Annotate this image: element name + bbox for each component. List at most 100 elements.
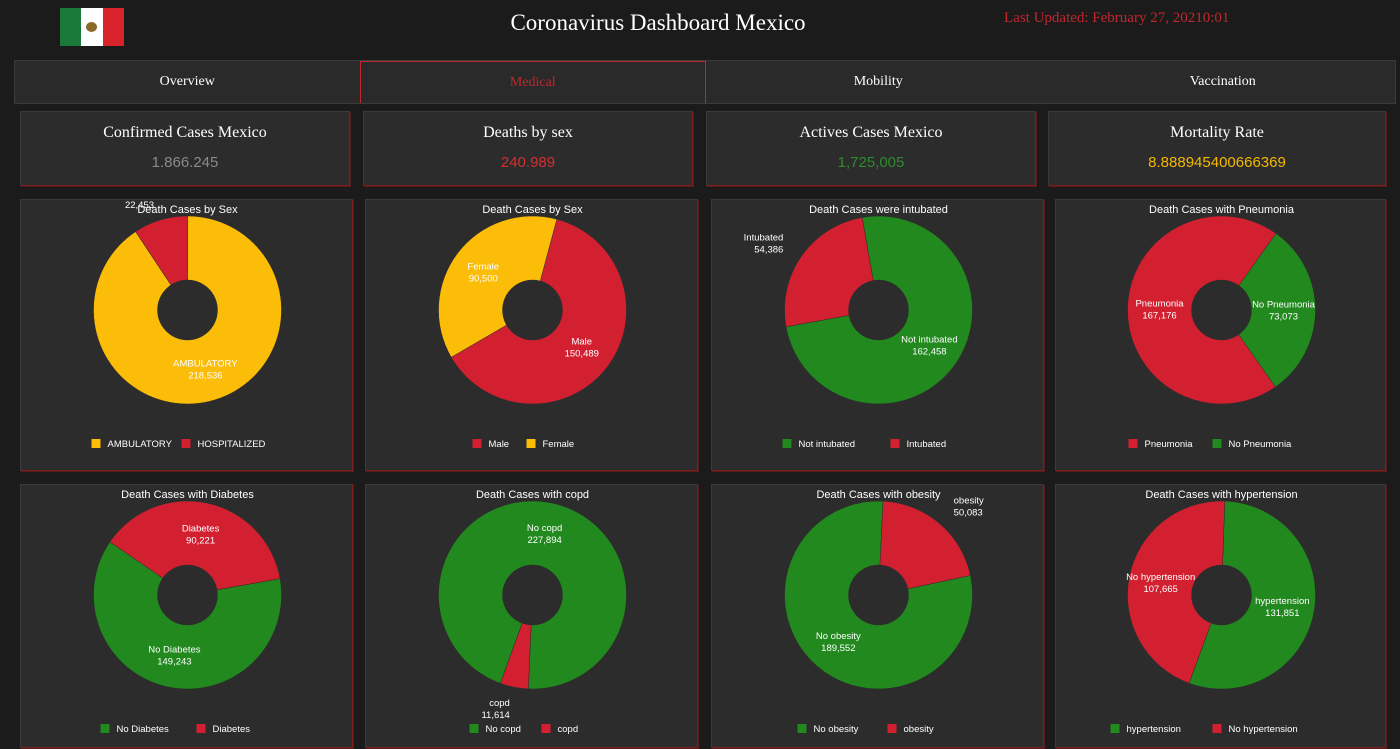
slice-value: 131,851	[1265, 608, 1299, 619]
legend-label: hypertension	[1127, 724, 1181, 735]
chart-title: Death Cases with Diabetes	[121, 489, 254, 501]
slice-value: 227,894	[527, 535, 561, 546]
chart-title: Death Cases by Sex	[482, 204, 583, 216]
slice-value: 167,176	[1142, 311, 1176, 322]
kpi-value: 1.866.245	[151, 154, 219, 171]
donut-chart: Death Cases by SexAMBULATORY218,536HOSPI…	[91, 200, 282, 450]
slice-value: 73,073	[1269, 311, 1298, 322]
legend-swatch	[469, 724, 479, 733]
legend-swatch	[181, 439, 191, 448]
legend-label: No hypertension	[1229, 724, 1298, 735]
pie-slice	[109, 500, 281, 591]
tab-overview[interactable]: Overview	[159, 74, 215, 89]
pie-slice	[1188, 500, 1316, 690]
donut-chart: Death Cases with hypertension hypertensio…	[1110, 489, 1316, 735]
chart-title: Death Cases were intubated	[809, 204, 948, 216]
legend-swatch	[91, 439, 101, 448]
legend-swatch	[1128, 439, 1138, 448]
legend-label: No Pneumonia	[1229, 439, 1293, 450]
legend-swatch	[526, 439, 536, 448]
chart-title: Death Cases with obesity	[816, 489, 941, 501]
legend-swatch	[887, 724, 897, 733]
chart-card: Death Cases with Pneumonia Pneumonia 167,1…	[1055, 199, 1386, 471]
kpi-card-confirmed: Confirmed Cases Mexico 1.866.245	[20, 111, 350, 186]
donut-chart: Death Cases by SexMale150,489Female90,50…	[438, 204, 627, 450]
legend-swatch	[1212, 439, 1222, 448]
legend-swatch	[472, 439, 482, 448]
pie-slice	[93, 541, 282, 690]
kpi-title: Mortality Rate	[1170, 124, 1264, 141]
legend-label: AMBULATORY	[108, 439, 173, 450]
kpi-card-actives: Actives Cases Mexico 1,725,005	[706, 111, 1036, 186]
last-updated: Last Updated: February 27, 20210:01	[1004, 10, 1230, 26]
legend-label: Female	[543, 439, 575, 450]
slice-label: obesity	[954, 496, 984, 507]
kpi-title: Confirmed Cases Mexico	[103, 124, 267, 141]
kpi-title: Actives Cases Mexico	[799, 124, 943, 141]
pie-slice	[1238, 233, 1316, 388]
slice-value: 22,453	[125, 200, 154, 211]
chart-title: Death Cases with copd	[476, 489, 589, 501]
legend-label: HOSPITALIZED	[198, 439, 266, 450]
pie-slice	[784, 500, 973, 690]
slice-value: 150,489	[565, 349, 599, 360]
tab-vaccination[interactable]: Vaccination	[1189, 74, 1256, 89]
slice-value: 90,500	[469, 273, 498, 284]
pie-slice	[135, 215, 188, 286]
kpi-value: 240.989	[500, 154, 556, 171]
slice-label: Diabetes	[182, 523, 220, 534]
slice-value: 50,083	[954, 508, 983, 519]
pie-slice	[438, 215, 558, 358]
legend-swatch	[196, 724, 206, 733]
legend-label: Male	[489, 439, 510, 450]
slice-label: Pneumonia	[1135, 299, 1184, 310]
legend-label: No obesity	[814, 724, 859, 735]
legend-swatch	[890, 439, 900, 448]
slice-label: Male	[571, 337, 592, 348]
chart-card: Death Cases with hypertension hypertensio…	[1055, 484, 1386, 748]
pie-slice	[438, 500, 627, 690]
slice-label: No Pneumonia	[1252, 299, 1316, 310]
pie-slice	[1127, 215, 1277, 405]
legend-swatch	[782, 439, 792, 448]
legend-label: Pneumonia	[1145, 439, 1194, 450]
pie-slice	[785, 215, 973, 405]
chart-card: Death Cases with obesity No obesity 189,55…	[711, 484, 1044, 748]
kpi-card-deaths: Deaths by sex 240.989	[363, 111, 693, 186]
chart-card: Death Cases with Diabetes No Diabetes 149,…	[20, 484, 353, 748]
chart-title: Death Cases with Pneumonia	[1149, 204, 1295, 216]
kpi-card-mortality: Mortality Rate 8.888945400666369	[1048, 111, 1386, 186]
kpi-value: 1,725,005	[837, 154, 905, 171]
mexico-flag-icon	[60, 8, 124, 46]
slice-value: 189,552	[821, 643, 855, 654]
legend-label: Diabetes	[213, 724, 251, 735]
slice-label: No obesity	[816, 631, 861, 642]
chart-title: Death Cases by Sex	[137, 204, 238, 216]
slice-label: Intubated	[744, 233, 784, 244]
tab-mobility[interactable]: Mobility	[853, 74, 903, 89]
tab-medical[interactable]: Medical	[359, 61, 706, 103]
slice-value: 107,665	[1143, 584, 1177, 595]
pie-slice	[500, 622, 532, 690]
chart-title: Death Cases with hypertension	[1145, 489, 1297, 501]
chart-card: Death Cases were intubated Not intubated 1…	[711, 199, 1044, 471]
chart-card: Death Cases by SexAMBULATORY218,536HOSPI…	[20, 199, 353, 471]
page-title: Coronavirus Dashboard Mexico	[510, 10, 806, 35]
legend-swatch	[100, 724, 110, 733]
slice-label: Not intubated	[901, 334, 958, 345]
slice-label: No hypertension	[1126, 572, 1195, 583]
legend-swatch	[1212, 724, 1222, 733]
chart-card: Death Cases with copd No copd 227,894 copd 1…	[365, 484, 698, 748]
slice-label: copd	[489, 698, 510, 709]
pie-slice	[1127, 500, 1226, 684]
legend-label: copd	[558, 724, 579, 735]
slice-value: 90,221	[186, 535, 215, 546]
kpi-title: Deaths by sex	[483, 124, 573, 141]
legend-label: Not intubated	[799, 439, 856, 450]
pie-slice	[784, 217, 874, 328]
kpi-value: 8.888945400666369	[1148, 154, 1286, 171]
